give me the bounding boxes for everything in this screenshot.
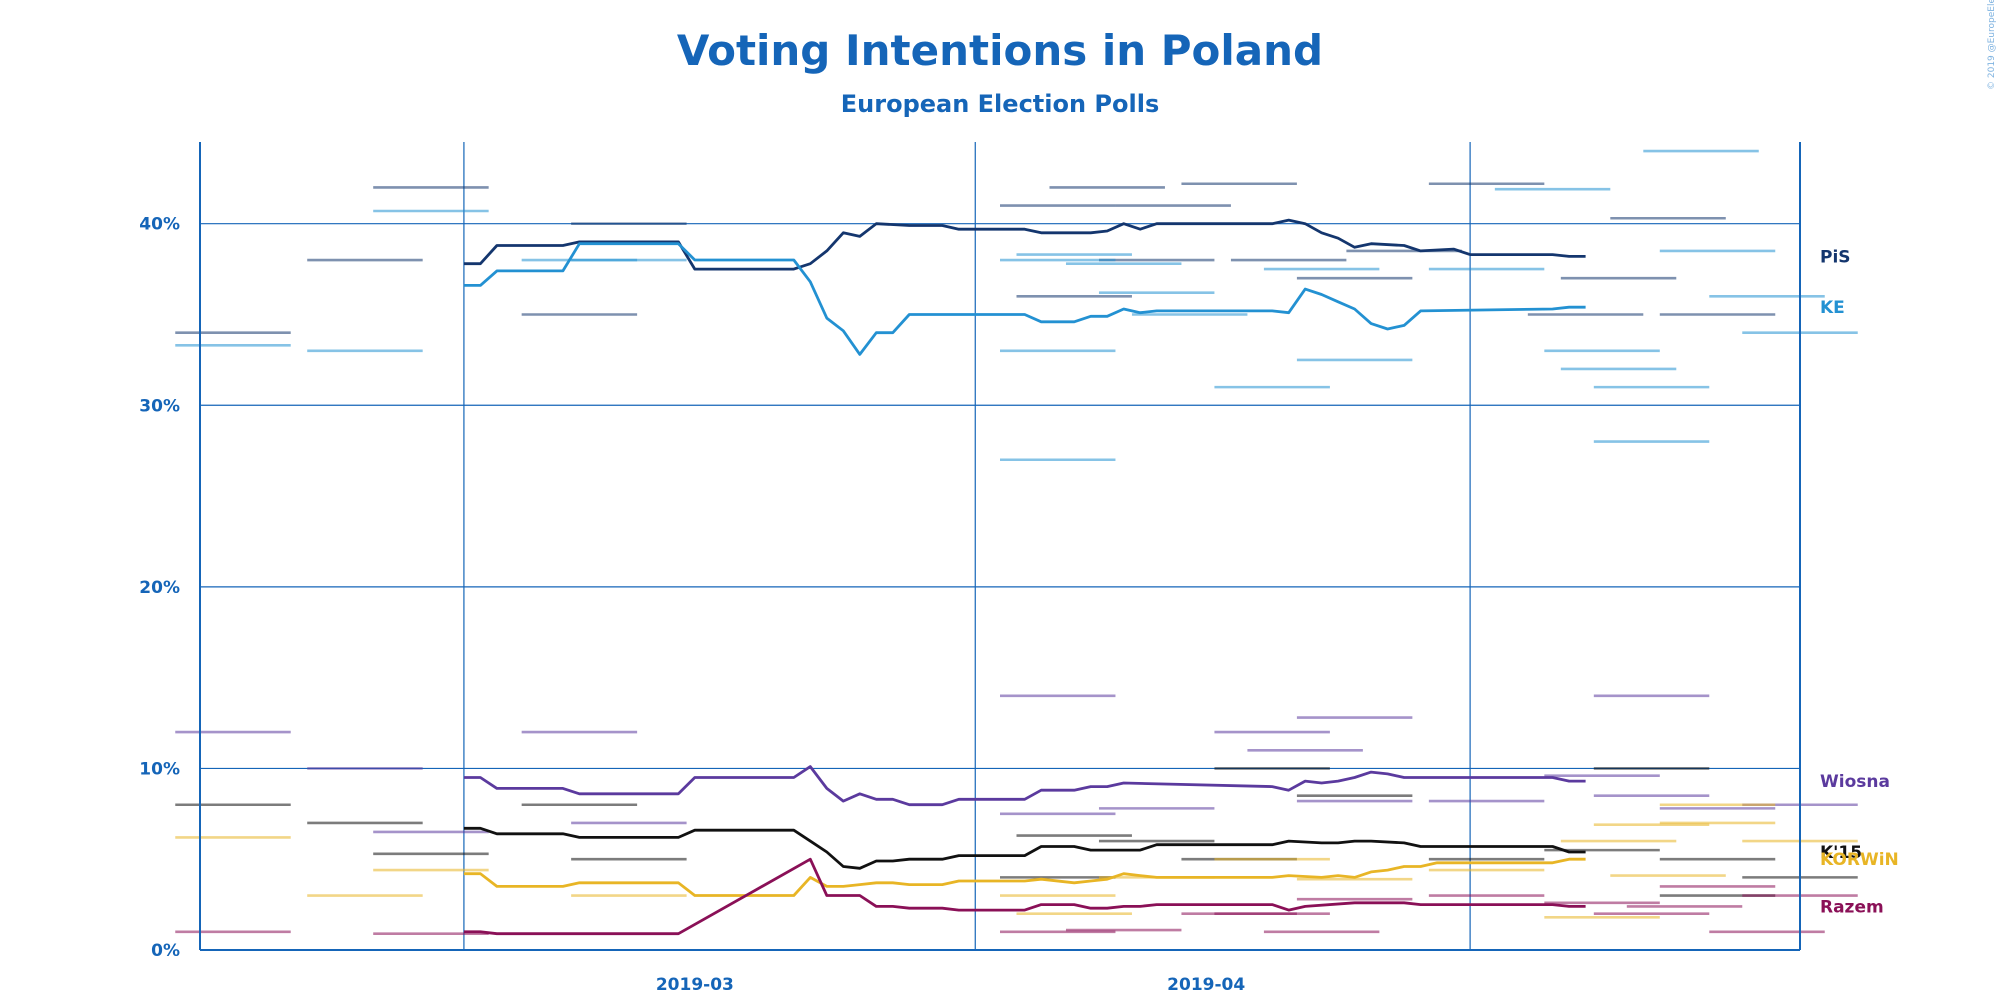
chart-subtitle: European Election Polls <box>841 90 1159 118</box>
series-label: KORWiN <box>1820 850 1899 870</box>
x-tick-label: 2019-04 <box>1167 975 1245 995</box>
series-label: PiS <box>1820 247 1851 267</box>
trend-line <box>463 857 1586 936</box>
series-label: Wiosna <box>1820 772 1890 792</box>
axis-labels: 0% 10% 20% 30% 40% 2019-03 2019-04 <box>139 215 1245 995</box>
copyright-note: © 2019 @EuropeElects <box>1987 0 1997 90</box>
series-label: Razem <box>1820 897 1884 917</box>
y-tick-label: 10% <box>139 759 180 779</box>
axes <box>199 142 1801 951</box>
trend-lines <box>463 218 1586 936</box>
y-tick-label: 30% <box>139 396 180 416</box>
trend-line <box>463 857 1586 897</box>
y-tick-label: 40% <box>139 215 180 235</box>
trend-line <box>463 242 1586 356</box>
chart-title: Voting Intentions in Poland <box>677 26 1323 75</box>
trend-line <box>463 218 1586 271</box>
x-tick-label: 2019-03 <box>656 975 734 995</box>
trend-line <box>463 826 1586 870</box>
y-tick-label: 0% <box>151 941 180 961</box>
poll-marks <box>175 149 1858 935</box>
grid-lines <box>200 142 1800 950</box>
series-label: K'15 <box>1820 843 1862 863</box>
y-tick-label: 20% <box>139 578 180 598</box>
series-label: KE <box>1820 298 1845 318</box>
trend-line <box>463 765 1586 807</box>
